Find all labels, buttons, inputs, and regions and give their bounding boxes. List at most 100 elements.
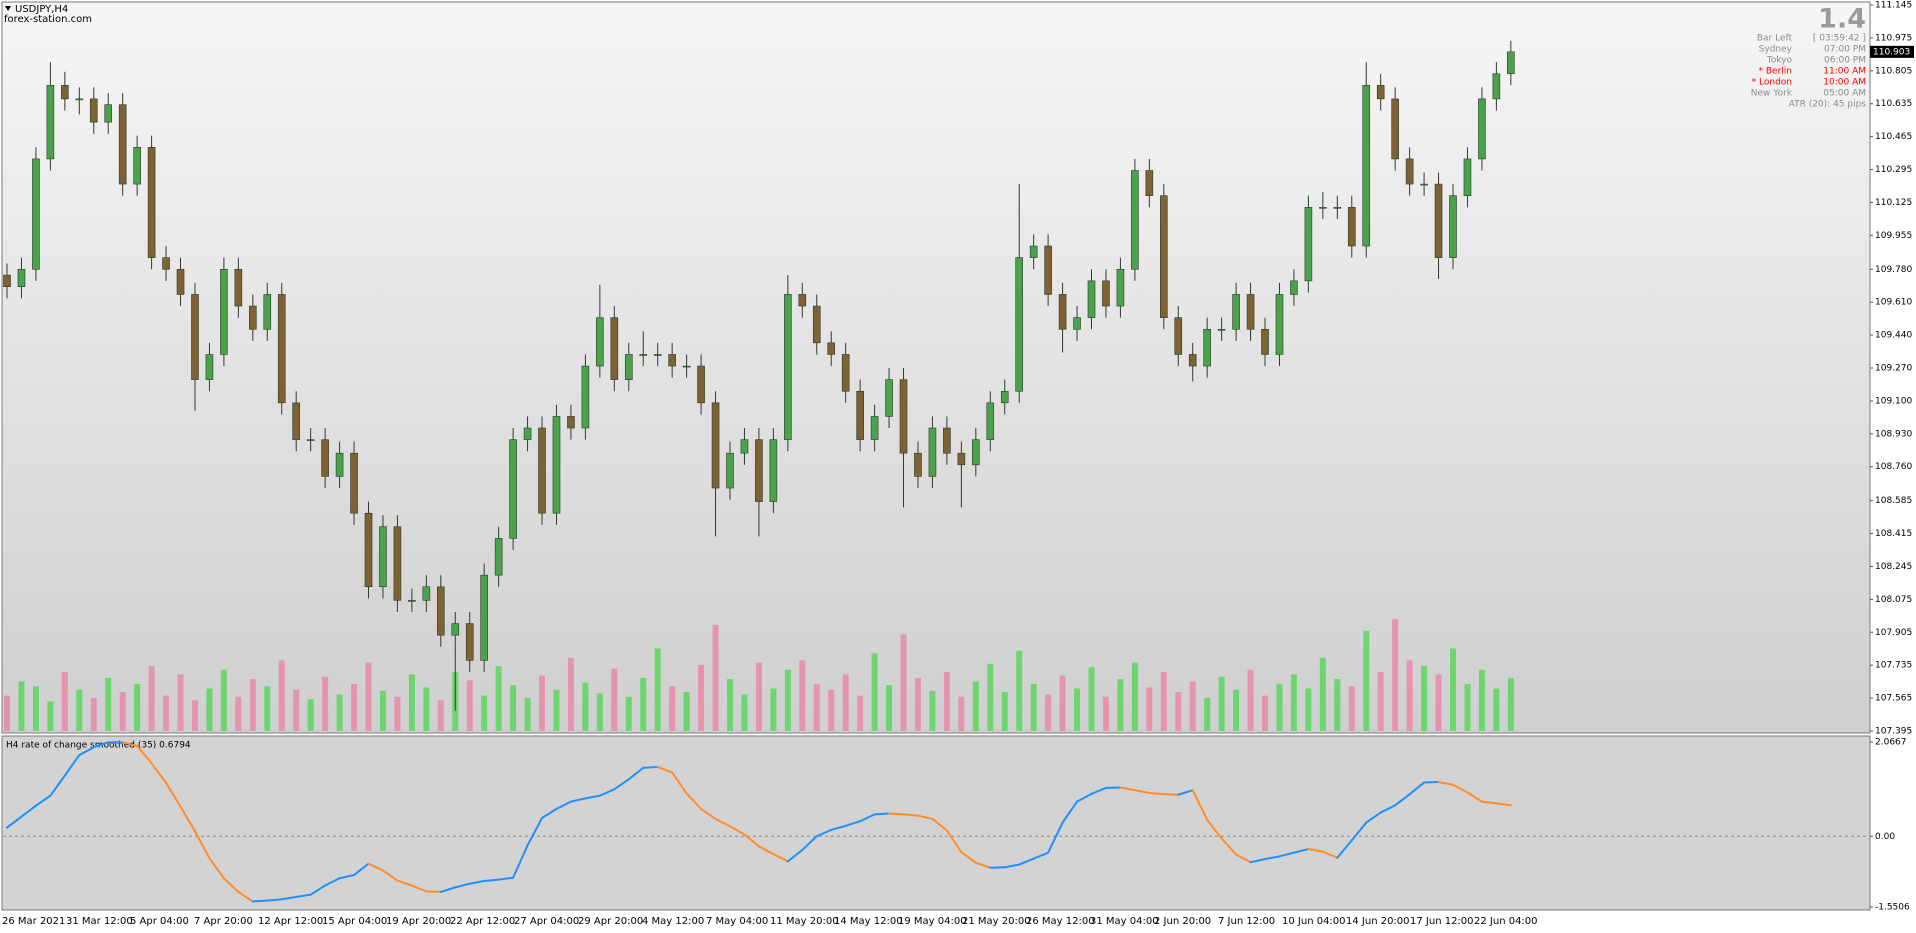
indicator-segment: [353, 862, 370, 877]
candle-body: [798, 294, 807, 307]
indicator-segment: [1076, 792, 1093, 803]
volume-bar: [336, 694, 343, 731]
candle-body: [668, 354, 676, 367]
y-tick-label: 109.955: [1875, 231, 1912, 241]
volume-bar: [1016, 650, 1023, 731]
volume-bar: [698, 664, 705, 731]
volume-bar: [1088, 667, 1095, 731]
indicator-segment: [1365, 811, 1382, 824]
volume-bar: [148, 666, 155, 731]
indicator-segment: [1495, 802, 1512, 807]
indicator-segment: [1466, 791, 1483, 803]
candle-body: [393, 526, 402, 601]
volume-bar: [683, 692, 690, 731]
volume-bar: [524, 697, 531, 731]
candle-body: [711, 402, 720, 489]
volume-bar: [119, 692, 126, 731]
indicator-segment: [757, 845, 775, 856]
candle-body: [191, 294, 199, 380]
indicator-segment: [916, 814, 934, 820]
candle-body: [104, 104, 113, 123]
volume-bar: [1218, 676, 1225, 731]
candle-body: [986, 402, 995, 440]
indicator-segment: [150, 762, 168, 784]
volume-bar: [466, 680, 473, 731]
indicator-segment: [627, 766, 645, 781]
candle-body: [1290, 280, 1298, 295]
candle-body: [1304, 207, 1313, 282]
candle-body: [957, 452, 966, 466]
candle-body: [75, 98, 84, 101]
info-value: 10:00 AM: [1823, 78, 1866, 88]
candle-body: [972, 439, 980, 466]
candle-body: [480, 574, 488, 661]
indicator-segment: [1191, 789, 1209, 821]
indicator-segment: [801, 835, 818, 851]
indicator-segment: [526, 817, 544, 847]
volume-bar: [90, 697, 97, 731]
time-label: 31 Mar 12:00: [66, 916, 133, 927]
indicator-segment: [49, 774, 66, 797]
indicator-segment: [743, 833, 760, 848]
indicator-segment: [1336, 839, 1353, 859]
candle-body: [1058, 294, 1067, 330]
volume-bar: [900, 634, 907, 731]
indicator-segment: [324, 877, 341, 887]
indicator-segment: [830, 824, 847, 831]
volume-bar: [1377, 672, 1384, 731]
y-tick-label: 109.270: [1875, 364, 1912, 374]
candle-body: [1261, 328, 1269, 355]
candle-body: [118, 104, 127, 185]
time-label: 27 Apr 04:00: [514, 916, 579, 927]
indicator-segment: [1264, 855, 1281, 861]
candle-body: [1434, 183, 1443, 258]
candle-body: [1102, 280, 1110, 307]
y-tick-label: 107.395: [1875, 727, 1912, 737]
y-tick-label: 109.780: [1875, 265, 1912, 275]
indicator-segment: [1307, 848, 1324, 853]
indicator-segment: [700, 807, 717, 820]
volume-bar: [1363, 630, 1370, 731]
indicator-segment: [512, 844, 529, 879]
y-tick-label: 108.245: [1875, 562, 1912, 572]
volume-bar: [394, 696, 401, 731]
candle-body: [726, 452, 734, 489]
candle-body: [147, 146, 156, 258]
symbol: USDJPY,H4: [15, 4, 68, 15]
volume-bar: [163, 695, 170, 731]
info-value: 11:00 AM: [1823, 67, 1866, 77]
volume-bar: [582, 682, 589, 731]
candle-body: [350, 452, 358, 514]
candle-body: [1131, 170, 1139, 270]
volume-bar: [510, 685, 517, 731]
indicator-segment: [1292, 848, 1310, 854]
volume-bar: [1045, 694, 1052, 731]
indicator-segment: [34, 794, 52, 807]
menu-arrow[interactable]: [5, 6, 11, 11]
candle-body: [639, 354, 648, 356]
indicator-segment: [844, 820, 862, 827]
volume-bar: [32, 686, 39, 731]
candle-body: [523, 427, 532, 440]
candle-body: [1275, 294, 1284, 355]
candle-body: [1319, 207, 1327, 209]
indicator-segment: [974, 861, 992, 869]
info-label: * London: [1752, 78, 1792, 88]
y-tick-label: 108.075: [1875, 595, 1912, 605]
volume-bar: [596, 693, 603, 731]
indicator-segment: [121, 741, 139, 747]
candle-body: [1203, 328, 1211, 367]
volume-bar: [1030, 683, 1037, 731]
info-title: 1.4: [1818, 4, 1866, 35]
candle-body: [1376, 85, 1385, 100]
volume-bar: [567, 657, 574, 731]
indicator-segment: [396, 879, 413, 887]
candle-body: [176, 268, 185, 295]
indicator-segment: [1220, 837, 1238, 856]
indicator-segment: [729, 825, 746, 836]
candle-body: [1029, 245, 1038, 258]
volume-bar: [423, 687, 430, 731]
candle-body: [1116, 268, 1125, 307]
y-tick-label: 110.635: [1875, 99, 1912, 109]
volume-bar: [278, 660, 285, 731]
